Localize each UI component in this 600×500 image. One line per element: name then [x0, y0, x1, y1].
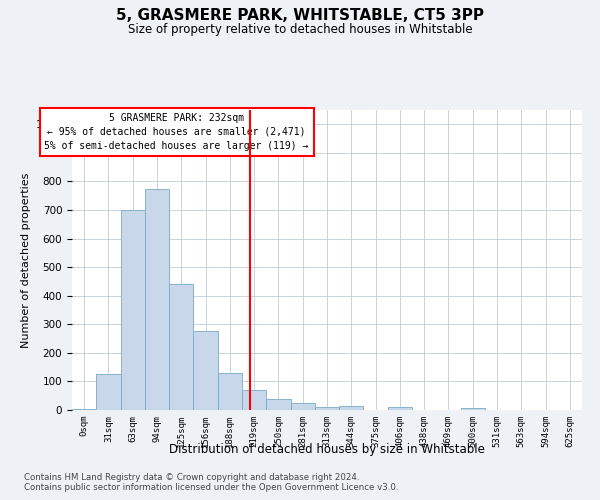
Bar [218, 373, 242, 410]
Bar [72, 408, 96, 410]
Bar [193, 332, 218, 410]
Bar [315, 406, 339, 410]
Y-axis label: Number of detached properties: Number of detached properties [20, 172, 31, 348]
Text: Contains public sector information licensed under the Open Government Licence v3: Contains public sector information licen… [24, 484, 398, 492]
Bar [388, 406, 412, 410]
Bar [290, 403, 315, 410]
Text: 5 GRASMERE PARK: 232sqm
← 95% of detached houses are smaller (2,471)
5% of semi-: 5 GRASMERE PARK: 232sqm ← 95% of detache… [44, 113, 309, 151]
Bar [461, 408, 485, 410]
Bar [169, 284, 193, 410]
Bar [96, 374, 121, 410]
Bar [145, 188, 169, 410]
Text: Size of property relative to detached houses in Whitstable: Size of property relative to detached ho… [128, 22, 472, 36]
Bar [121, 210, 145, 410]
Bar [339, 406, 364, 410]
Text: Contains HM Land Registry data © Crown copyright and database right 2024.: Contains HM Land Registry data © Crown c… [24, 472, 359, 482]
Bar [242, 390, 266, 410]
Text: Distribution of detached houses by size in Whitstable: Distribution of detached houses by size … [169, 442, 485, 456]
Text: 5, GRASMERE PARK, WHITSTABLE, CT5 3PP: 5, GRASMERE PARK, WHITSTABLE, CT5 3PP [116, 8, 484, 22]
Bar [266, 398, 290, 410]
